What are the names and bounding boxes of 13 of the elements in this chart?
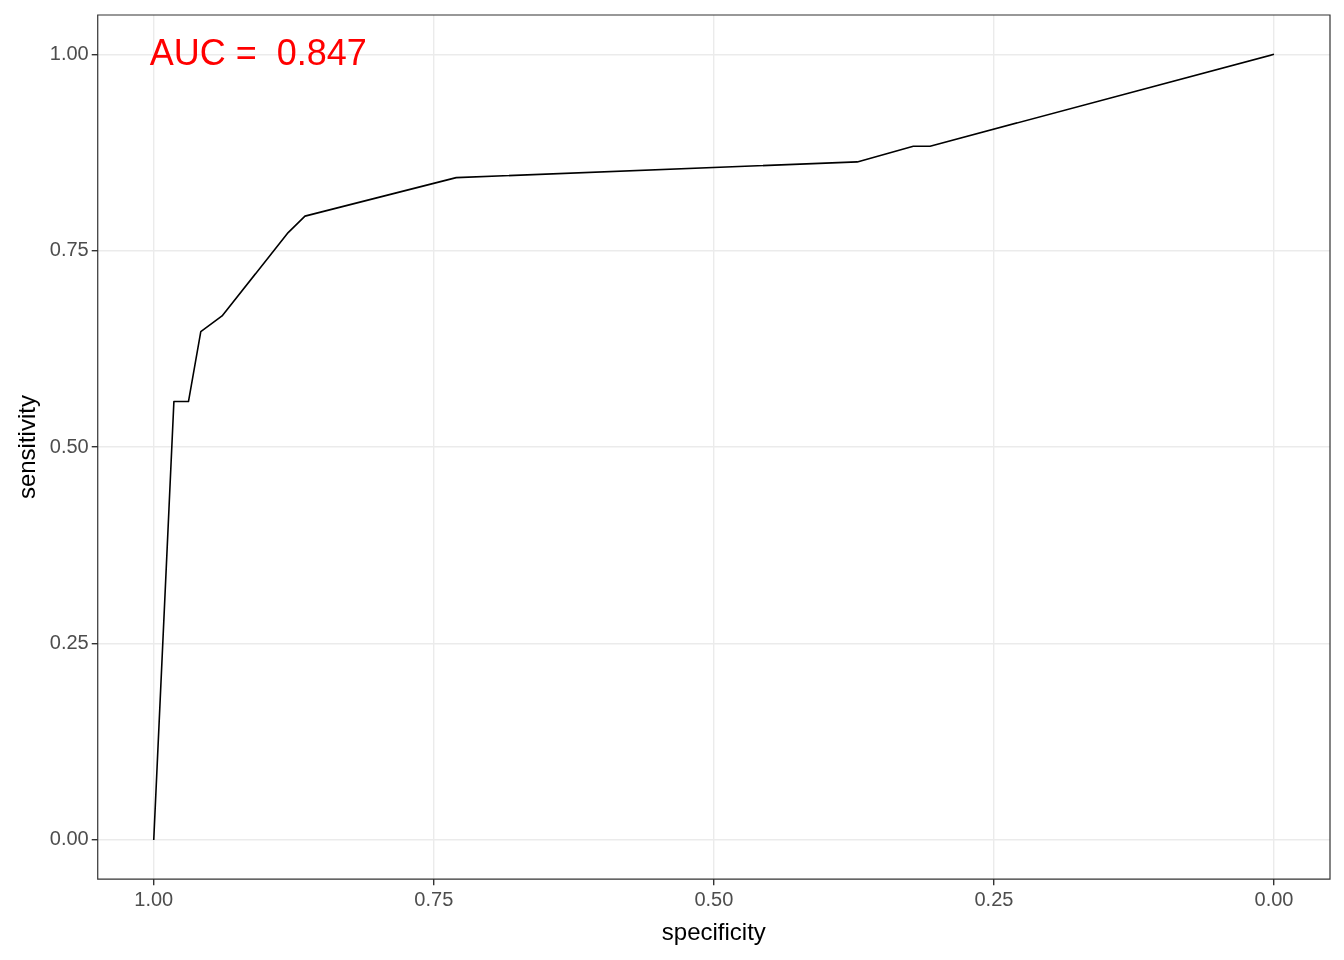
y-tick-label: 0.00 xyxy=(49,827,89,850)
y-tick-label: 0.75 xyxy=(49,238,89,261)
x-tick-label: 0.00 xyxy=(1254,887,1294,910)
y-tick-label: 0.25 xyxy=(49,631,89,654)
y-axis-title: sensitivity xyxy=(13,395,41,500)
y-tick-label: 0.50 xyxy=(49,434,89,457)
annotation: AUC = 0.847 xyxy=(149,31,367,73)
x-axis-title: specificity xyxy=(661,918,766,946)
x-tick-label: 1.00 xyxy=(134,887,174,910)
x-tick-label: 0.50 xyxy=(694,887,734,910)
x-tick-label: 0.75 xyxy=(414,887,454,910)
x-tick-label: 0.25 xyxy=(974,887,1014,910)
y-tick-label: 1.00 xyxy=(49,41,89,64)
